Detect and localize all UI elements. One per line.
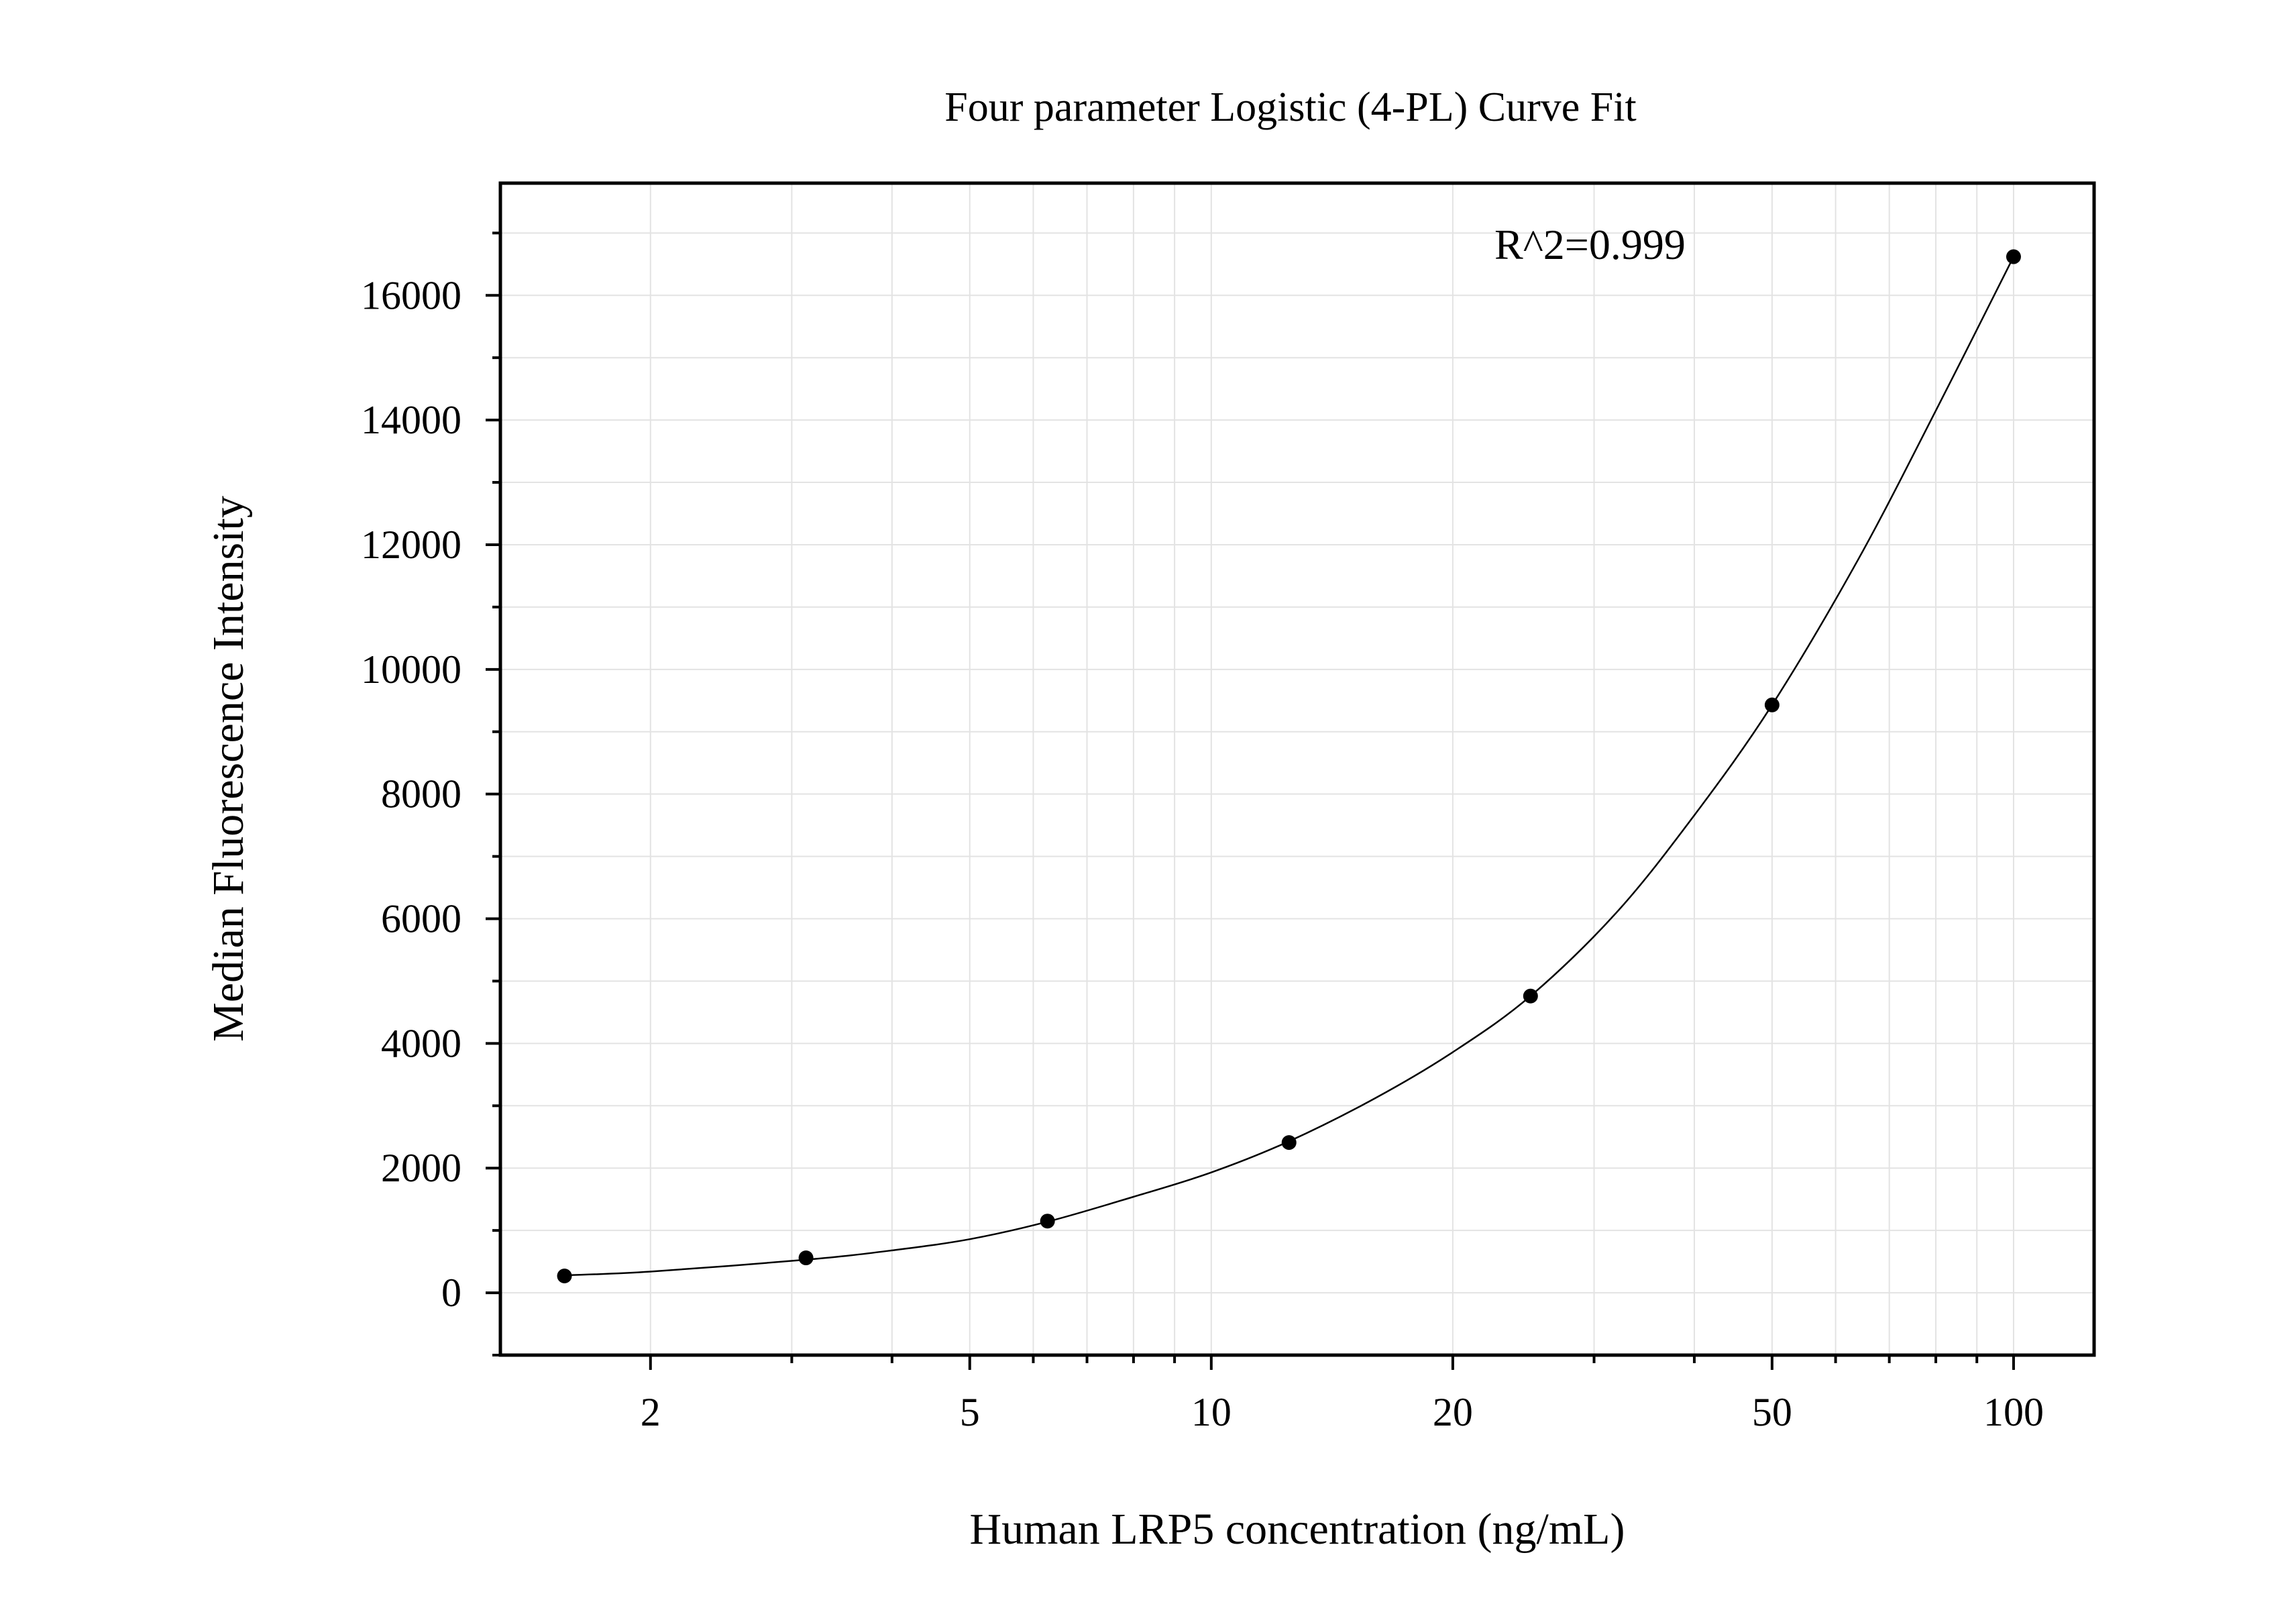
y-tick-label: 10000 [361, 647, 461, 692]
x-tick-label: 50 [1752, 1390, 1792, 1434]
plot-frame [498, 181, 2096, 1357]
x-tick-label: 10 [1191, 1390, 1232, 1434]
x-tick-label: 100 [1983, 1390, 2044, 1434]
x-axis-title: Human LRP5 concentration (ng/mL) [970, 1505, 1625, 1554]
axis-ticks [486, 231, 2015, 1370]
r-squared-annotation: R^2=0.999 [1494, 221, 1686, 268]
data-point [1040, 1214, 1055, 1229]
y-tick-label: 0 [441, 1271, 461, 1315]
data-point [1523, 988, 1538, 1004]
data-point [798, 1250, 814, 1266]
data-point [2006, 249, 2021, 264]
y-tick-label: 16000 [361, 273, 461, 317]
fit-curve-layer [564, 256, 2015, 1277]
grid [500, 183, 2094, 1355]
y-tick-label: 12000 [361, 523, 461, 567]
x-tick-labels: 2 5 10 20 50 100 [641, 1390, 2044, 1434]
fit-curve-line [564, 256, 2015, 1277]
y-tick-labels: 0 2000 4000 6000 8000 10000 12000 14000 16000 [361, 273, 461, 1315]
y-tick-label: 2000 [381, 1146, 461, 1190]
data-point [1764, 697, 1780, 712]
y-tick-label: 6000 [381, 897, 461, 941]
y-tick-label: 8000 [381, 772, 461, 816]
chart-title: Four parameter Logistic (4-PL) Curve Fit [944, 85, 1636, 130]
data-points [557, 249, 2021, 1283]
data-point [557, 1268, 572, 1283]
x-tick-label: 20 [1433, 1390, 1473, 1434]
x-tick-label: 5 [960, 1390, 980, 1434]
y-axis-title: Median Fluorescence Intensity [204, 496, 253, 1042]
data-point [1281, 1135, 1297, 1151]
x-tick-label: 2 [641, 1390, 661, 1434]
y-tick-label: 14000 [361, 398, 461, 442]
y-tick-label: 4000 [381, 1021, 461, 1065]
